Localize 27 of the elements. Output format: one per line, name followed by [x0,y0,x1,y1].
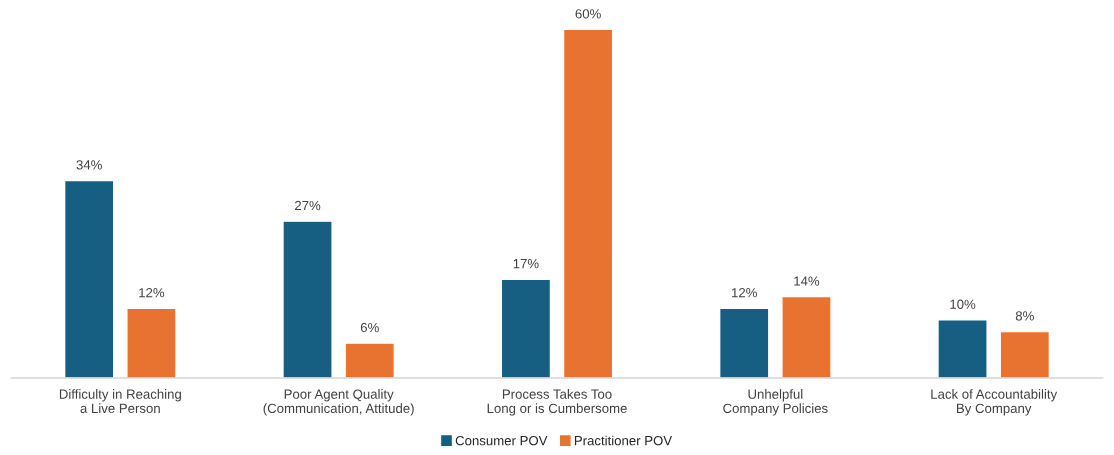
bar [999,330,1051,378]
x-tick-label: Poor Agent Quality (Communication, Attitude) [263,389,414,416]
x-tick-label: Unhelpful Company Policies [723,389,828,416]
data-label: 34% [76,160,102,170]
x-tick-label: Process Takes Too Long or is Cumbersome [487,389,627,416]
legend-label: Consumer POV [455,435,548,446]
data-label: 6% [360,322,379,333]
data-label: 10% [950,299,976,309]
bar [562,28,614,378]
bar [126,307,177,378]
data-label: 14% [794,276,820,286]
x-tick-label: Difficulty in Reaching a Live Person [59,389,181,414]
bar [718,307,770,378]
data-label: 17% [513,259,539,269]
data-label: 12% [139,288,165,298]
bar [937,319,988,378]
bar [282,220,333,378]
legend-label: Practitioner POV [574,435,673,446]
data-label: 60% [575,9,601,19]
bar [63,179,115,378]
data-label: 12% [732,288,757,298]
x-tick-label: Lack of Accountability By Company [931,389,1058,416]
bar [500,278,552,378]
data-label: 27% [295,200,321,211]
bar [344,342,396,378]
bar [781,295,832,378]
data-label: 8% [1015,311,1034,321]
